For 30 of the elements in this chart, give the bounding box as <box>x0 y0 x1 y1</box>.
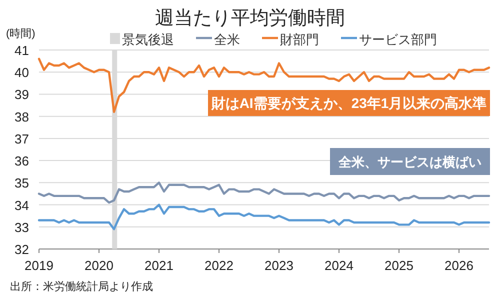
legend-label: サービス部門 <box>359 32 437 47</box>
x-tick-label: 2021 <box>144 258 174 273</box>
x-tick-label: 2024 <box>324 258 354 273</box>
y-axis-title: (時間) <box>6 27 36 40</box>
text: 出所：米労働統計局より作成 <box>10 280 153 293</box>
annotation: 全米、サービスは横ばい <box>338 154 482 170</box>
line-series <box>38 58 490 114</box>
legend-label: 財部門 <box>280 32 319 47</box>
y-tick-label: 34 <box>14 198 29 213</box>
y-tick-label: 35 <box>14 176 29 191</box>
annotation: 財はAI需要が支えか、23年1月以来の高水準 <box>210 95 487 111</box>
y-tick-label: 32 <box>14 242 29 257</box>
legend-label: 景気後退 <box>122 32 174 47</box>
legend-label: 全米 <box>214 32 240 47</box>
x-tick-label: 2020 <box>84 258 114 273</box>
x-tick-label: 2019 <box>24 258 54 273</box>
chart-title: 週当たり平均労働時間 <box>155 8 345 29</box>
y-tick-label: 38 <box>14 109 29 124</box>
y-tick-label: 40 <box>14 65 29 80</box>
x-tick-label: 2026 <box>444 258 474 273</box>
y-tick-label: 41 <box>14 43 29 58</box>
line-series <box>38 204 490 230</box>
x-tick-label: 2023 <box>264 258 294 273</box>
y-tick-label: 33 <box>14 220 29 235</box>
line-series <box>38 182 490 204</box>
y-tick-label: 36 <box>14 154 29 169</box>
y-tick-label: 37 <box>14 131 29 146</box>
x-tick-label: 2025 <box>384 258 414 273</box>
x-tick-label: 2022 <box>204 258 234 273</box>
y-tick-label: 39 <box>14 87 29 102</box>
